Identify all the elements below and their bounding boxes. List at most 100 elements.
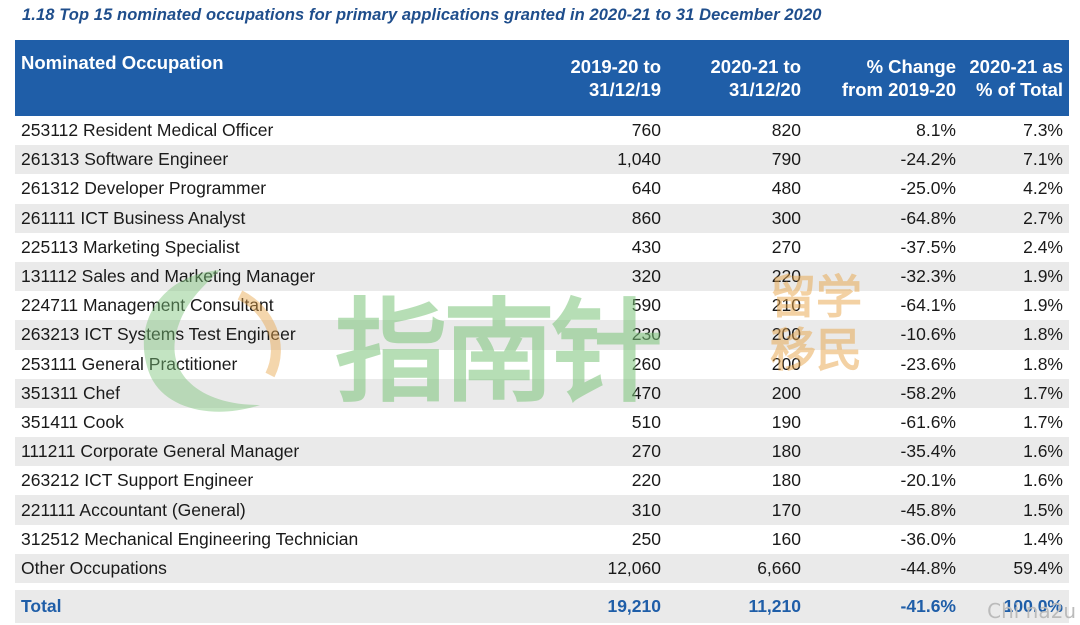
table-row: 111211 Corporate General Manager 270 180 -3… bbox=[15, 437, 1069, 467]
cell-prev: 270 bbox=[631, 441, 661, 462]
table-row: 253111 General Practitioner 260 200 -23.6% 1… bbox=[15, 350, 1069, 379]
cell-share: 4.2% bbox=[1023, 178, 1063, 199]
spacer-row bbox=[15, 583, 1069, 590]
cell-occupation: 253111 General Practitioner bbox=[21, 353, 238, 374]
cell-change: -23.6% bbox=[900, 353, 956, 374]
cell-curr: 180 bbox=[771, 441, 801, 462]
cell-occupation: 253112 Resident Medical Officer bbox=[21, 120, 274, 141]
cell-change: -24.2% bbox=[900, 149, 956, 170]
cell-share: 1.9% bbox=[1023, 266, 1063, 287]
cell-share: 1.4% bbox=[1023, 528, 1063, 549]
cell-prev: 310 bbox=[631, 499, 661, 520]
cell-prev: 510 bbox=[631, 411, 661, 432]
cell-share: 2.7% bbox=[1023, 207, 1063, 228]
cell-occupation: 312512 Mechanical Engineering Technician bbox=[21, 528, 359, 549]
cell-share: 2.4% bbox=[1023, 236, 1063, 257]
total-row: Total 19,210 11,210 -41.6% 100.0% bbox=[15, 590, 1069, 623]
table-row: 261111 ICT Business Analyst 860 300 -64.8% 2… bbox=[15, 203, 1069, 233]
table-row: 351311 Chef 470 200 -58.2% 1.7% bbox=[15, 378, 1069, 408]
table-row: 312512 Mechanical Engineering Technician… bbox=[15, 525, 1069, 554]
total-share: 100.0% bbox=[1003, 596, 1063, 616]
cell-curr: 790 bbox=[771, 149, 801, 170]
header-change: % Change from 2019-20 bbox=[841, 56, 956, 100]
cell-share: 7.3% bbox=[1023, 120, 1063, 141]
cell-occupation: 263212 ICT Support Engineer bbox=[21, 470, 254, 491]
total-prev: 19,210 bbox=[607, 596, 661, 616]
cell-share: 1.7% bbox=[1023, 382, 1063, 403]
cell-prev: 470 bbox=[631, 382, 661, 403]
cell-curr: 300 bbox=[771, 207, 801, 228]
cell-share: 1.6% bbox=[1023, 470, 1063, 491]
cell-prev: 1,040 bbox=[617, 149, 661, 170]
cell-change: -64.1% bbox=[900, 295, 956, 316]
cell-share: 1.8% bbox=[1023, 353, 1063, 374]
cell-curr: 200 bbox=[771, 382, 801, 403]
cell-occupation: 225113 Marketing Specialist bbox=[21, 236, 240, 257]
cell-change: -61.6% bbox=[900, 411, 956, 432]
table-title: 1.18 Top 15 nominated occupations for pr… bbox=[22, 6, 822, 24]
table-row: 225113 Marketing Specialist 430 270 -37.5% 2… bbox=[15, 233, 1069, 262]
cell-occupation: 351311 Chef bbox=[21, 382, 120, 403]
cell-occupation: 221111 Accountant (General) bbox=[21, 499, 246, 520]
cell-prev: 260 bbox=[631, 353, 661, 374]
cell-change: -32.3% bbox=[900, 266, 956, 287]
cell-prev: 430 bbox=[631, 236, 661, 257]
cell-share: 1.8% bbox=[1023, 324, 1063, 345]
cell-occupation: 111211 Corporate General Manager bbox=[21, 441, 300, 462]
cell-prev: 12,060 bbox=[607, 557, 661, 578]
cell-share: 7.1% bbox=[1023, 149, 1063, 170]
cell-prev: 220 bbox=[631, 470, 661, 491]
cell-change: -44.8% bbox=[900, 557, 956, 578]
cell-occupation: Other Occupations bbox=[21, 557, 167, 578]
table-row: 351411 Cook 510 190 -61.6% 1.7% bbox=[15, 408, 1069, 437]
table-row: 253112 Resident Medical Officer 760 820 8.1… bbox=[15, 116, 1069, 145]
cell-curr: 160 bbox=[771, 528, 801, 549]
cell-curr: 6,660 bbox=[757, 557, 801, 578]
cell-change: -35.4% bbox=[900, 441, 956, 462]
cell-prev: 250 bbox=[631, 528, 661, 549]
cell-curr: 200 bbox=[771, 324, 801, 345]
total-label: Total bbox=[21, 596, 62, 616]
cell-change: -25.0% bbox=[900, 178, 956, 199]
cell-share: 1.9% bbox=[1023, 295, 1063, 316]
cell-occupation: 131112 Sales and Marketing Manager bbox=[21, 266, 316, 287]
cell-change: -36.0% bbox=[900, 528, 956, 549]
cell-curr: 220 bbox=[771, 266, 801, 287]
cell-share: 1.6% bbox=[1023, 441, 1063, 462]
cell-change: -20.1% bbox=[900, 470, 956, 491]
cell-share: 1.5% bbox=[1023, 499, 1063, 520]
table-row: 131112 Sales and Marketing Manager 320 220… bbox=[15, 261, 1069, 292]
header-share: 2020-21 as% of Total bbox=[969, 56, 1063, 100]
table-row: 224711 Management Consultant 590 210 -64.1%… bbox=[15, 291, 1069, 320]
cell-occupation: 263213 ICT Systems Test Engineer bbox=[21, 324, 296, 345]
cell-curr: 190 bbox=[771, 411, 801, 432]
cell-change: -10.6% bbox=[900, 324, 956, 345]
table-row: 221111 Accountant (General) 310 170 -45.8% 1… bbox=[15, 495, 1069, 525]
cell-occupation: 261313 Software Engineer bbox=[21, 149, 229, 170]
cell-prev: 640 bbox=[631, 178, 661, 199]
table-row: 261313 Software Engineer 1,040 790 -24.2% 7.… bbox=[15, 145, 1069, 175]
cell-curr: 170 bbox=[771, 499, 801, 520]
header-row: Nominated Occupation 2019-20 to 31/12/19 … bbox=[15, 40, 1069, 116]
table-row: 261312 Developer Programmer 640 480 -25.0% 4… bbox=[15, 174, 1069, 203]
table-row: Other Occupations 12,060 6,660 -44.8% 59.4% bbox=[15, 553, 1069, 583]
cell-change: 8.1% bbox=[916, 120, 956, 141]
cell-share: 59.4% bbox=[1013, 557, 1063, 578]
table-body: 253112 Resident Medical Officer 760 820 8.1… bbox=[15, 116, 1069, 623]
total-change: -41.6% bbox=[900, 596, 956, 616]
cell-occupation: 351411 Cook bbox=[21, 411, 124, 432]
cell-change: -64.8% bbox=[900, 207, 956, 228]
header-2020-21: 2020-21 to 31/12/20 bbox=[710, 56, 802, 100]
cell-occupation: 261312 Developer Programmer bbox=[21, 178, 267, 199]
cell-curr: 480 bbox=[771, 178, 801, 199]
cell-curr: 270 bbox=[771, 236, 801, 257]
cell-change: -58.2% bbox=[900, 382, 956, 403]
header-2019-20: 2019-20 to 31/12/19 bbox=[570, 56, 662, 100]
cell-occupation: 224711 Management Consultant bbox=[21, 295, 274, 316]
cell-curr: 200 bbox=[771, 353, 801, 374]
cell-curr: 210 bbox=[771, 295, 801, 316]
cell-curr: 180 bbox=[771, 470, 801, 491]
cell-prev: 230 bbox=[631, 324, 661, 345]
cell-change: -45.8% bbox=[900, 499, 956, 520]
total-curr: 11,210 bbox=[748, 596, 801, 616]
